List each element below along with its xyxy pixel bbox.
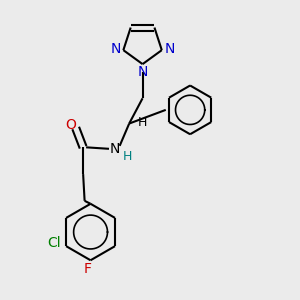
Text: F: F bbox=[84, 262, 92, 276]
Text: N: N bbox=[109, 142, 119, 156]
Text: N: N bbox=[164, 42, 175, 56]
Text: Cl: Cl bbox=[47, 236, 60, 250]
Text: N: N bbox=[110, 42, 121, 56]
Text: H: H bbox=[138, 116, 148, 129]
Text: O: O bbox=[65, 118, 76, 132]
Text: H: H bbox=[123, 150, 133, 163]
Text: N: N bbox=[137, 65, 148, 80]
